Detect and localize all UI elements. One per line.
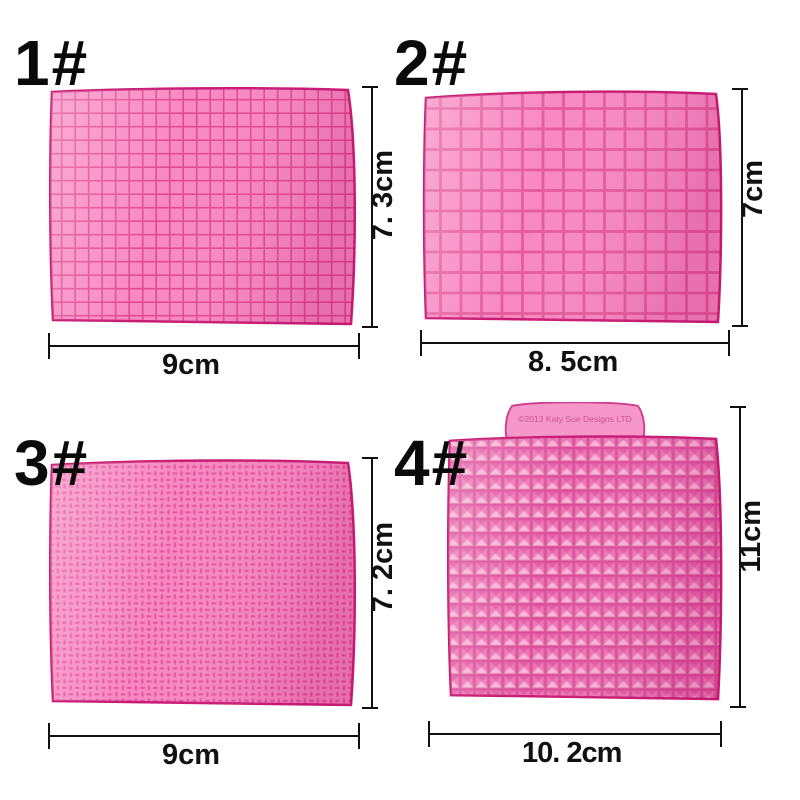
svg-text:©2013 Katy Sue Designs LTD: ©2013 Katy Sue Designs LTD <box>518 414 632 424</box>
